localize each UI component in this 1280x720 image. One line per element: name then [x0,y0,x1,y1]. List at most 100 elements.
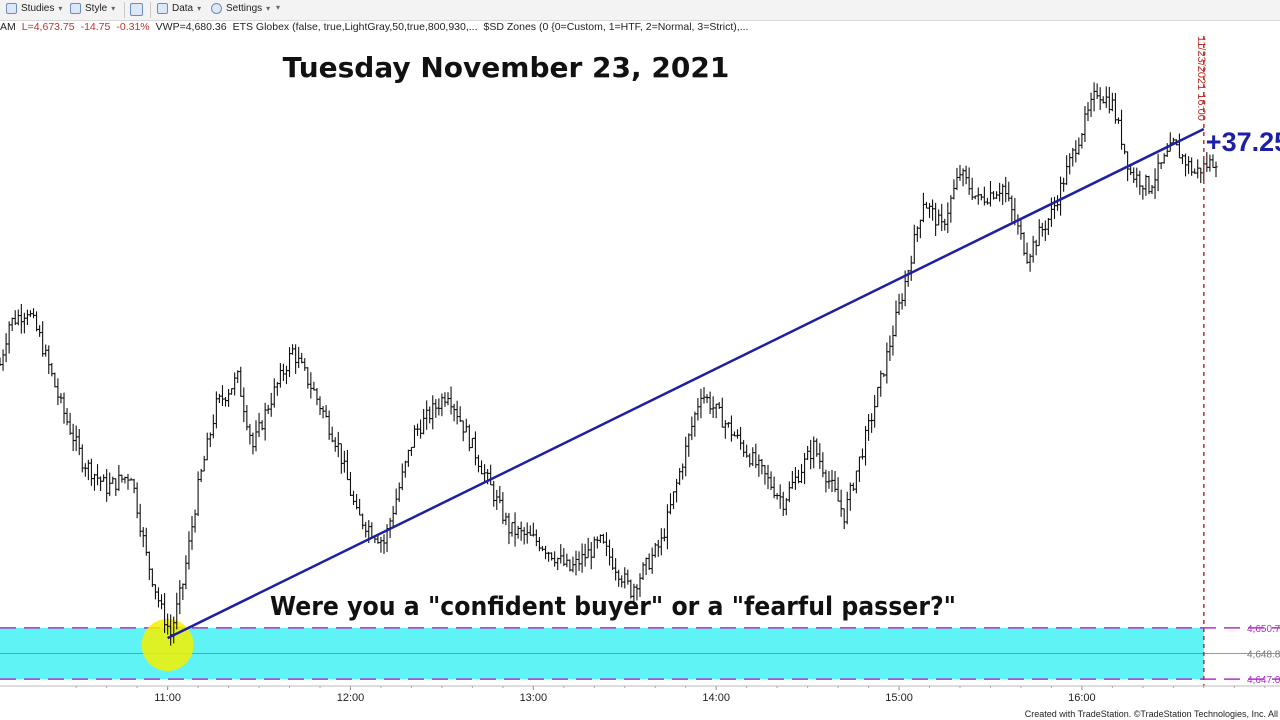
ohlc-bar [111,476,115,484]
ohlc-bar [138,503,142,537]
ohlc-bar [656,539,660,557]
ohlc-bar [495,489,499,510]
ohlc-bar [437,398,441,416]
settings-button[interactable]: Settings ▾ [211,3,270,14]
ohlc-bar [754,443,758,469]
net-change: -14.75 [80,21,111,33]
ohlc-bar [266,404,270,414]
ohlc-bar [336,431,340,458]
ohlc-bar [284,365,289,385]
ohlc-bar [178,580,182,615]
ohlc-bar [339,443,343,474]
ohlc-bar [159,594,164,610]
ohlc-bar [230,388,234,395]
ohlc-bar [802,453,807,485]
ohlc-bar [687,433,691,457]
ohlc-bar [516,525,520,539]
ohlc-bar [83,463,87,477]
ohlc-bar [1034,239,1038,256]
ohlc-bar [22,312,26,334]
ohlc-bar [476,454,481,473]
ohlc-bar [863,425,868,466]
ohlc-bar [924,201,929,209]
ohlc-bar [900,293,904,310]
sd-zones-readout: $SD Zones (0 {0=Custom, 1=HTF, 2=Normal,… [483,21,749,33]
ohlc-bar [1199,167,1203,184]
x-tick-label: 16:00 [1068,692,1096,704]
ohlc-bar [315,387,319,406]
ohlc-bar [479,460,484,475]
ohlc-bar [59,393,63,404]
data-label: Data [172,3,194,14]
ohlc-bar [196,471,200,516]
ohlc-bar [629,579,633,599]
ohlc-bar [1043,220,1047,242]
ohlc-bar [446,392,450,406]
ohlc-bar [1092,82,1096,112]
ohlc-bar [394,488,398,515]
ohlc-bar [726,421,730,428]
ohlc-bar [1208,154,1212,172]
ohlc-bar [763,464,767,485]
ohlc-bar [614,558,618,581]
ohlc-bar [821,452,825,478]
ohlc-bar [891,325,895,356]
ohlc-bar [473,431,478,466]
ohlc-bar [732,431,737,437]
ohlc-bar [943,218,947,231]
ohlc-bar [909,255,913,281]
ohlc-bar [659,528,663,556]
ohlc-bar [885,342,889,384]
ohlc-bar [351,490,356,506]
ohlc-bar [1062,177,1066,192]
ohlc-bar [854,470,858,494]
layout-button[interactable] [130,3,143,16]
studies-button[interactable]: Studies ▾ [6,3,62,14]
ohlc-bar [650,547,654,574]
ohlc-bar [7,321,11,354]
ohlc-bar [260,420,264,431]
ohlc-bar [934,202,938,236]
ohlc-bar [428,406,432,424]
ohlc-bar [214,391,218,429]
ohlc-bar [991,191,996,200]
ohlc-bar [1052,196,1057,220]
ohlc-bar [269,392,273,417]
data-button[interactable]: Data ▾ [157,3,201,14]
ohlc-bar [635,584,639,601]
more-button[interactable]: ▾ [276,3,280,12]
ohlc-bar [166,613,170,635]
ohlc-bar [498,486,502,504]
ohlc-bar [379,536,383,553]
ohlc-bar [1119,109,1124,150]
ohlc-bar [906,269,910,287]
ohlc-bar [1040,222,1044,237]
ohlc-bar [1107,86,1111,114]
ohlc-bar [833,470,837,493]
ohlc-bar [342,450,346,473]
trend-line[interactable] [167,127,1205,640]
ohlc-bar [644,557,648,576]
ohlc-bar [257,412,261,438]
percent-change: -0.31% [116,21,150,33]
ohlc-bar [559,544,563,564]
ohlc-bar [34,311,39,332]
ohlc-bar [77,428,81,456]
ohlc-bar [1068,153,1072,175]
ohlc-bar [671,491,676,509]
ohlc-bar [333,437,337,452]
ohlc-bar [153,584,158,600]
ohlc-bar [955,167,959,191]
ohlc-bar [1055,195,1060,211]
ohlc-bar [205,432,209,461]
style-button[interactable]: Style ▾ [70,3,115,14]
ohlc-bar [126,473,130,490]
ohlc-bar [662,528,666,542]
ohlc-bar [1116,117,1121,124]
ohlc-bar [434,399,438,418]
ohlc-bar [586,537,590,559]
ohlc-bar [47,345,51,375]
ohlc-bar [1019,220,1023,240]
footer-credit: Created with TradeStation. ©TradeStation… [1024,709,1278,719]
